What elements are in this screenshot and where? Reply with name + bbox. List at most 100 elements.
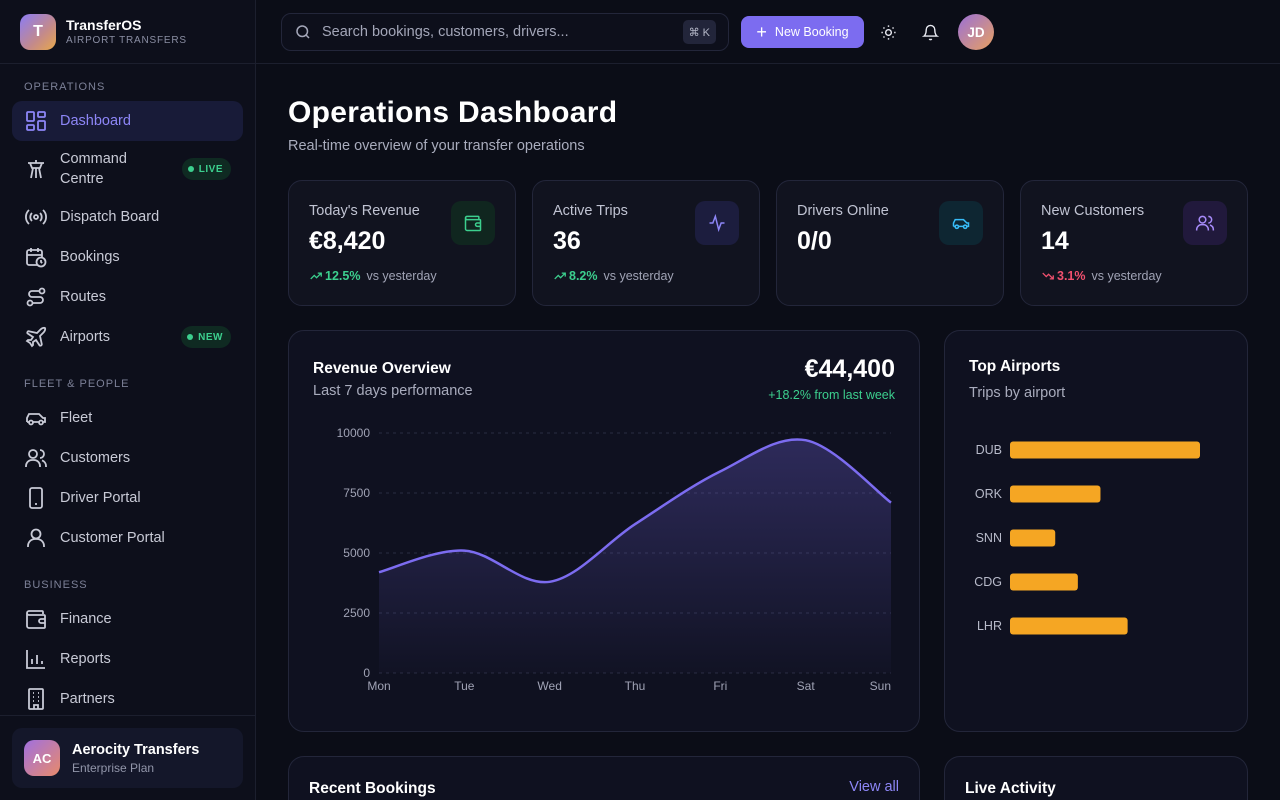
live-badge: LIVE [181,158,231,180]
page-subtitle: Real-time overview of your transfer oper… [288,138,585,154]
sidebar-item-dashboard[interactable]: Dashboard [12,101,243,141]
sidebar: T TransferOS AIRPORT TRANSFERS OPERATION… [0,0,256,800]
airport-label: CDG [974,575,1002,589]
sidebar-item-label: Customer Portal [60,530,165,546]
users-icon [25,449,47,467]
sidebar-item-fleet[interactable]: Fleet [12,398,243,438]
section-title-business: BUSINESS [24,579,88,591]
new-booking-button[interactable]: + New Booking [741,16,864,48]
building-icon [28,688,44,710]
sidebar-item-label: Bookings [60,249,120,265]
theme-toggle-button[interactable] [876,20,900,44]
recent-bookings-card: Recent Bookings View all [288,756,920,800]
search-placeholder: Search bookings, customers, drivers... [322,24,569,40]
trend-note: vs yesterday [603,269,674,283]
airports-bar-chart: DUB ORK SNN CDG LHR [974,441,1200,635]
trend-value: 8.2% [569,269,598,283]
top-airports-card: Top Airports Trips by airport DUB ORK SNN C… [944,330,1248,732]
search-icon [296,25,310,39]
stat-value: 36 [553,227,581,255]
stat-label: New Customers [1041,203,1145,219]
x-tick-label: Tue [454,679,475,693]
brand[interactable]: T TransferOS AIRPORT TRANSFERS [0,0,255,64]
bell-icon [921,24,939,40]
y-tick-label: 7500 [343,486,370,500]
trend-value: 12.5% [325,269,361,283]
stat-card-revenue[interactable]: Today's Revenue €8,420 12.5% vs yesterda… [288,180,516,306]
sidebar-item-routes[interactable]: Routes [12,277,243,317]
sidebar-item-label: Partners [60,691,115,707]
bar-chart-icon [26,650,45,669]
section-title-fleet-people: FLEET & PEOPLE [24,378,130,390]
plane-icon [25,326,47,348]
organization-switcher[interactable]: AC Aerocity Transfers Enterprise Plan [12,728,243,788]
phone-icon [29,487,43,509]
card-title: Revenue Overview [313,360,451,377]
card-subtitle: Last 7 days performance [313,383,473,399]
sidebar-item-customer-portal[interactable]: Customer Portal [12,518,243,558]
x-tick-label: Wed [537,679,561,693]
notifications-button[interactable] [918,20,942,44]
activity-icon [709,213,725,233]
sidebar-item-driver-portal[interactable]: Driver Portal [12,478,243,518]
user-avatar[interactable]: JD [958,14,994,50]
x-tick-label: Sat [797,679,816,693]
sidebar-item-label: Customers [60,450,131,466]
stat-card-drivers-online[interactable]: Drivers Online 0/0 [776,180,1004,306]
stat-icon-box [695,201,739,245]
stat-label: Active Trips [553,203,628,219]
sidebar-item-airports[interactable]: Airports NEW [12,317,243,357]
airport-label: DUB [976,443,1002,457]
y-tick-label: 0 [363,666,370,680]
view-all-link[interactable]: View all [849,779,899,795]
sidebar-item-command-centre[interactable]: Command Centre LIVE [12,149,243,189]
airport-bar [1010,617,1128,635]
trend-up-icon [554,272,566,280]
airport-bar [1010,573,1078,591]
x-tick-label: Mon [367,679,390,693]
page-title: Operations Dashboard [288,96,618,129]
sidebar-item-label: Command Centre [60,151,127,187]
grid-icon [26,111,46,131]
trend-value: 3.1% [1057,269,1086,283]
stat-value: €8,420 [309,227,386,255]
stat-value: 14 [1041,227,1069,255]
new-booking-label: New Booking [774,25,849,39]
stat-icon-box [939,201,983,245]
airport-bar [1010,529,1056,547]
sidebar-item-finance[interactable]: Finance [12,599,243,639]
airport-label: ORK [975,487,1003,501]
topbar: Search bookings, customers, drivers... ⌘… [256,0,1280,64]
broadcast-icon [25,209,47,225]
stat-card-active-trips[interactable]: Active Trips 36 8.2% vs yesterday [532,180,760,306]
car-icon [952,218,970,230]
revenue-total: €44,400 [804,355,895,383]
card-title: Top Airports [969,358,1061,375]
x-tick-label: Sun [870,679,891,693]
stat-label: Today's Revenue [309,203,420,219]
x-tick-label: Thu [625,679,646,693]
divider [0,715,256,716]
brand-subtitle: AIRPORT TRANSFERS [66,35,187,46]
trend-note: vs yesterday [1091,269,1162,283]
section-title-operations: OPERATIONS [24,81,106,93]
stat-trend: 12.5% vs yesterday [309,269,437,283]
sidebar-item-dispatch-board[interactable]: Dispatch Board [12,197,243,237]
car-icon [26,413,46,426]
trend-note: vs yesterday [366,269,437,283]
sidebar-item-label: Driver Portal [60,490,141,506]
airport-label: SNN [976,531,1002,545]
revenue-series-line [378,438,892,584]
tower-icon [28,160,44,179]
plus-icon: + [756,22,767,42]
organization-name: Aerocity Transfers [72,741,200,758]
search-input[interactable]: Search bookings, customers, drivers... ⌘… [281,13,729,51]
sidebar-item-customers[interactable]: Customers [12,438,243,478]
sidebar-item-reports[interactable]: Reports [12,639,243,679]
sidebar-item-bookings[interactable]: Bookings [12,237,243,277]
stat-card-new-customers[interactable]: New Customers 14 3.1% vs yesterday [1020,180,1248,306]
sidebar-item-partners[interactable]: Partners [12,679,243,719]
stat-trend: 8.2% vs yesterday [553,269,674,283]
airport-label: LHR [977,619,1002,633]
y-tick-label: 10000 [337,426,371,440]
